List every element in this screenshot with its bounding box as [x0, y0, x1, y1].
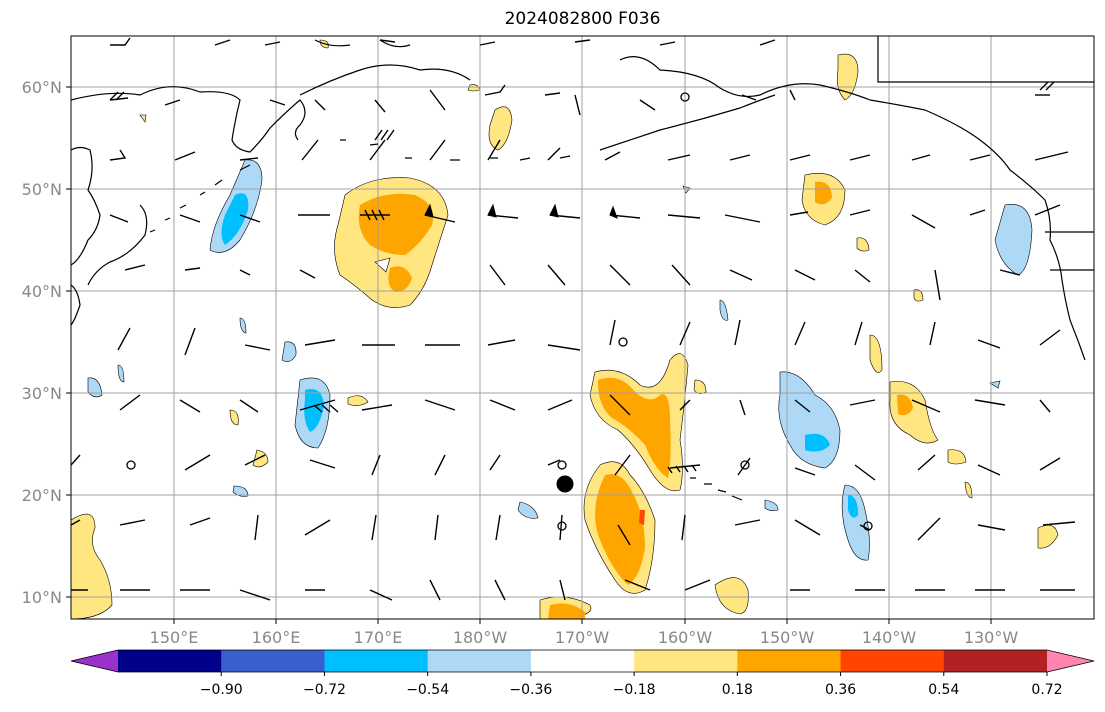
lon-label: 180°W	[453, 628, 508, 647]
colorbar-tick-label: −0.90	[200, 682, 243, 698]
lat-label: 10°N	[22, 588, 62, 607]
lat-axis: 60°N 50°N 40°N 30°N 20°N 10°N	[22, 78, 71, 607]
colorbar-segment	[943, 650, 1048, 672]
colorbar-outline	[70, 649, 1095, 673]
lon-label: 170°E	[354, 628, 403, 647]
lon-label: 160°E	[252, 628, 301, 647]
colorbar-segment	[840, 650, 945, 672]
lon-label: 150°E	[150, 628, 199, 647]
lat-label: 50°N	[22, 180, 62, 199]
plot-area	[71, 36, 1094, 619]
wind-flags	[424, 203, 618, 219]
lat-label: 40°N	[22, 282, 62, 301]
colorbar-tick-label: 0.36	[825, 682, 856, 698]
colorbar: −0.90 −0.72 −0.54 −0.36 −0.18 0.18 0.36 0.54 0.7…	[70, 649, 1095, 698]
colorbar-tick-label: −0.72	[303, 682, 346, 698]
colorbar-tick-label: 0.18	[722, 682, 753, 698]
wind-barbs	[71, 37, 1076, 601]
lon-label: 140°W	[862, 628, 917, 647]
lat-label: 60°N	[22, 78, 62, 97]
colorbar-segment	[118, 650, 222, 672]
colorbar-tick-label: 0.72	[1031, 682, 1062, 698]
storm-marker	[556, 475, 574, 493]
lon-label: 170°W	[555, 628, 610, 647]
colorbar-segment	[324, 650, 429, 672]
lat-label: 30°N	[22, 384, 62, 403]
lon-label: 150°W	[760, 628, 815, 647]
coastlines	[71, 36, 1094, 501]
lon-axis: 150°E 160°E 170°E 180°W 170°W 160°W 150°…	[150, 619, 1019, 647]
colorbar-segment	[221, 650, 325, 672]
calm-circles	[126, 92, 873, 531]
colorbar-tick-label: 0.54	[928, 682, 959, 698]
colorbar-tick-label: −0.18	[613, 682, 656, 698]
colorbar-segment	[530, 650, 635, 672]
colorbar-extend-low	[71, 650, 118, 672]
lon-label: 130°W	[964, 628, 1019, 647]
map-title: 2024082800 F036	[504, 9, 661, 29]
lat-label: 20°N	[22, 486, 62, 505]
lon-label: 160°W	[658, 628, 713, 647]
colorbar-tick-label: −0.54	[406, 682, 449, 698]
colorbar-tick-label: −0.36	[509, 682, 552, 698]
colorbar-segment	[737, 650, 842, 672]
gridlines	[71, 36, 1094, 619]
colorbar-extend-high	[1047, 650, 1094, 672]
colorbar-segment	[634, 650, 738, 672]
colorbar-segment	[427, 650, 532, 672]
